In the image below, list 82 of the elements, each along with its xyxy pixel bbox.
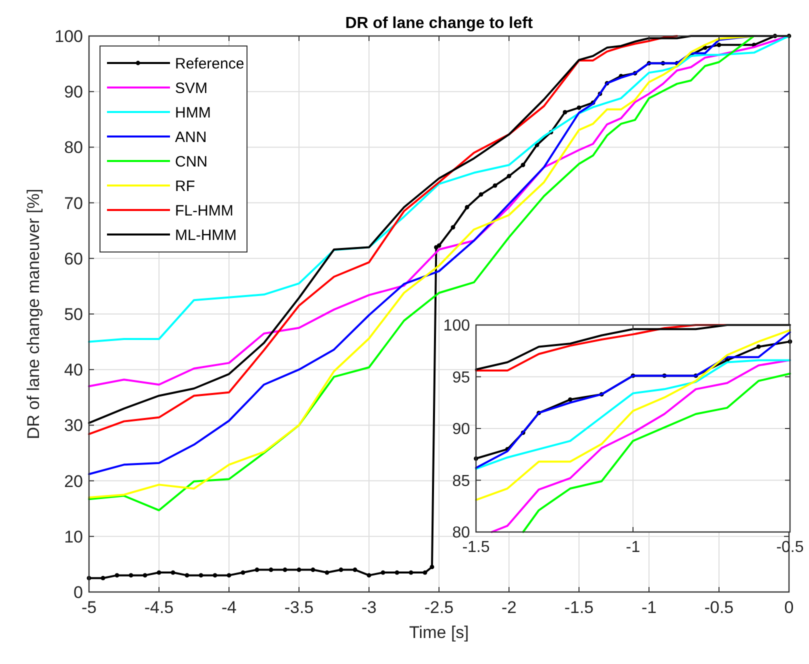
legend-label: CNN (175, 153, 208, 170)
point (576, 106, 582, 110)
legend-label: HMM (175, 104, 211, 122)
point (226, 573, 232, 578)
line-series (490, 359, 791, 533)
x-tick-label: -4 (221, 598, 237, 617)
point (756, 344, 761, 349)
point (716, 42, 722, 48)
y-tick-label: 90 (452, 421, 470, 438)
point (240, 570, 246, 575)
x-tick-label: -2.5 (424, 598, 454, 617)
x-tick-label: -1.5 (462, 539, 490, 556)
point (170, 570, 176, 575)
x-axis-title: Time [s] (409, 623, 469, 642)
legend-label: SVM (175, 80, 208, 97)
point (478, 192, 484, 197)
point (198, 573, 204, 578)
legend-label: FL-HMM (175, 202, 234, 220)
y-tick-label: 60 (64, 249, 83, 268)
y-tick-label: 70 (64, 194, 83, 213)
y-tick-label: 10 (64, 527, 83, 546)
point (156, 570, 162, 575)
point (184, 573, 190, 578)
x-tick-label: -1 (641, 598, 657, 617)
y-tick-label: 100 (54, 26, 83, 46)
point (430, 564, 434, 570)
point (436, 243, 442, 248)
point (254, 568, 260, 572)
y-tick-label: 95 (452, 369, 470, 386)
y-tick-label: 20 (64, 472, 83, 491)
point (394, 570, 400, 575)
y-tick-label: 50 (64, 304, 83, 324)
point (114, 573, 120, 578)
x-tick-label: -0.5 (704, 598, 734, 617)
y-tick-label: 30 (64, 416, 83, 436)
x-tick-label: -3.5 (284, 598, 314, 617)
legend-label: ML-HMM (175, 226, 237, 244)
x-tick-label: -3 (361, 598, 377, 617)
x-tick-label: -1 (626, 539, 640, 556)
x-tick-label: -2 (501, 598, 517, 617)
point (142, 573, 148, 578)
point (568, 397, 572, 402)
legend-label: ANN (175, 128, 207, 146)
line-series (88, 35, 678, 436)
point (408, 570, 414, 575)
point (492, 183, 498, 188)
point (338, 568, 344, 572)
y-tick-label: 85 (452, 472, 470, 490)
y-tick-label: 80 (64, 138, 83, 158)
point (128, 573, 134, 578)
y-tick-label: 90 (64, 82, 83, 102)
point (282, 568, 288, 572)
point (100, 576, 106, 580)
point (464, 205, 470, 210)
line-series (475, 359, 791, 470)
x-tick-label: -1.5 (564, 598, 594, 617)
point (268, 568, 274, 572)
point (310, 568, 316, 572)
point (380, 570, 386, 575)
legend-label: RF (175, 178, 195, 195)
legend-label: Reference (175, 55, 244, 72)
line-series (522, 372, 791, 533)
point (506, 174, 512, 178)
y-tick-label: 80 (452, 524, 470, 542)
y-axis-title: DR of lane change maneuver [%] (24, 188, 43, 440)
y-tick-label: 40 (64, 360, 83, 380)
point (352, 568, 358, 572)
line-series (475, 324, 791, 371)
y-tick-label: 100 (443, 318, 470, 335)
point (296, 568, 302, 572)
y-tick-label: 0 (74, 582, 83, 602)
point (562, 110, 568, 114)
point (422, 570, 428, 575)
x-tick-label: 0 (784, 598, 794, 617)
point (324, 570, 330, 575)
point (520, 162, 526, 168)
point (212, 573, 218, 578)
point (450, 225, 456, 230)
point (366, 573, 372, 578)
chart-title: DR of lane change to left (345, 15, 534, 32)
x-tick-label: -5 (81, 598, 97, 617)
x-tick-label: -4.5 (144, 598, 174, 617)
